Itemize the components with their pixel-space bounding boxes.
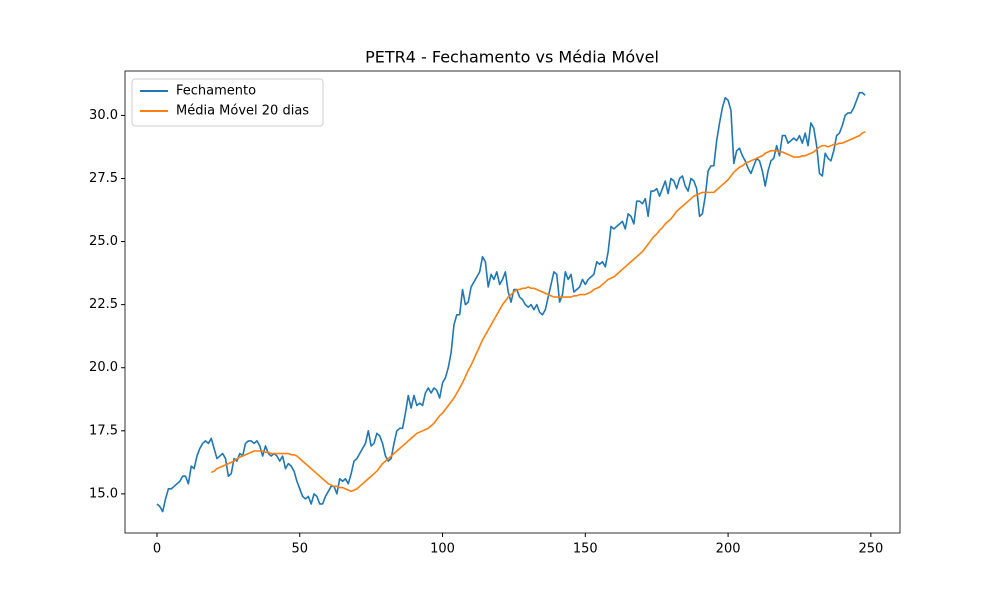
legend-box <box>131 78 324 127</box>
x-tick-label: 0 <box>153 542 161 557</box>
x-tick-label: 150 <box>573 542 598 557</box>
y-tick-label: 30.0 <box>89 108 118 123</box>
x-tick-label: 250 <box>858 542 883 557</box>
x-tick-label: 50 <box>291 542 308 557</box>
y-tick-label: 20.0 <box>89 360 118 375</box>
series-line <box>156 91 866 513</box>
chart-title: PETR4 - Fechamento vs Média Móvel <box>365 48 659 67</box>
plot-frame <box>124 70 901 534</box>
y-tick-label: 25.0 <box>89 234 118 249</box>
y-tick-label: 22.5 <box>89 297 118 312</box>
x-tick-label: 100 <box>430 542 455 557</box>
y-tick-label: 17.5 <box>89 423 118 438</box>
y-tick-label: 15.0 <box>89 486 118 501</box>
y-tick-label: 27.5 <box>89 171 118 186</box>
x-tick-label: 200 <box>716 542 741 557</box>
legend-label: Fechamento <box>176 84 256 99</box>
series-line <box>210 131 866 493</box>
legend-label: Média Móvel 20 dias <box>176 104 309 119</box>
